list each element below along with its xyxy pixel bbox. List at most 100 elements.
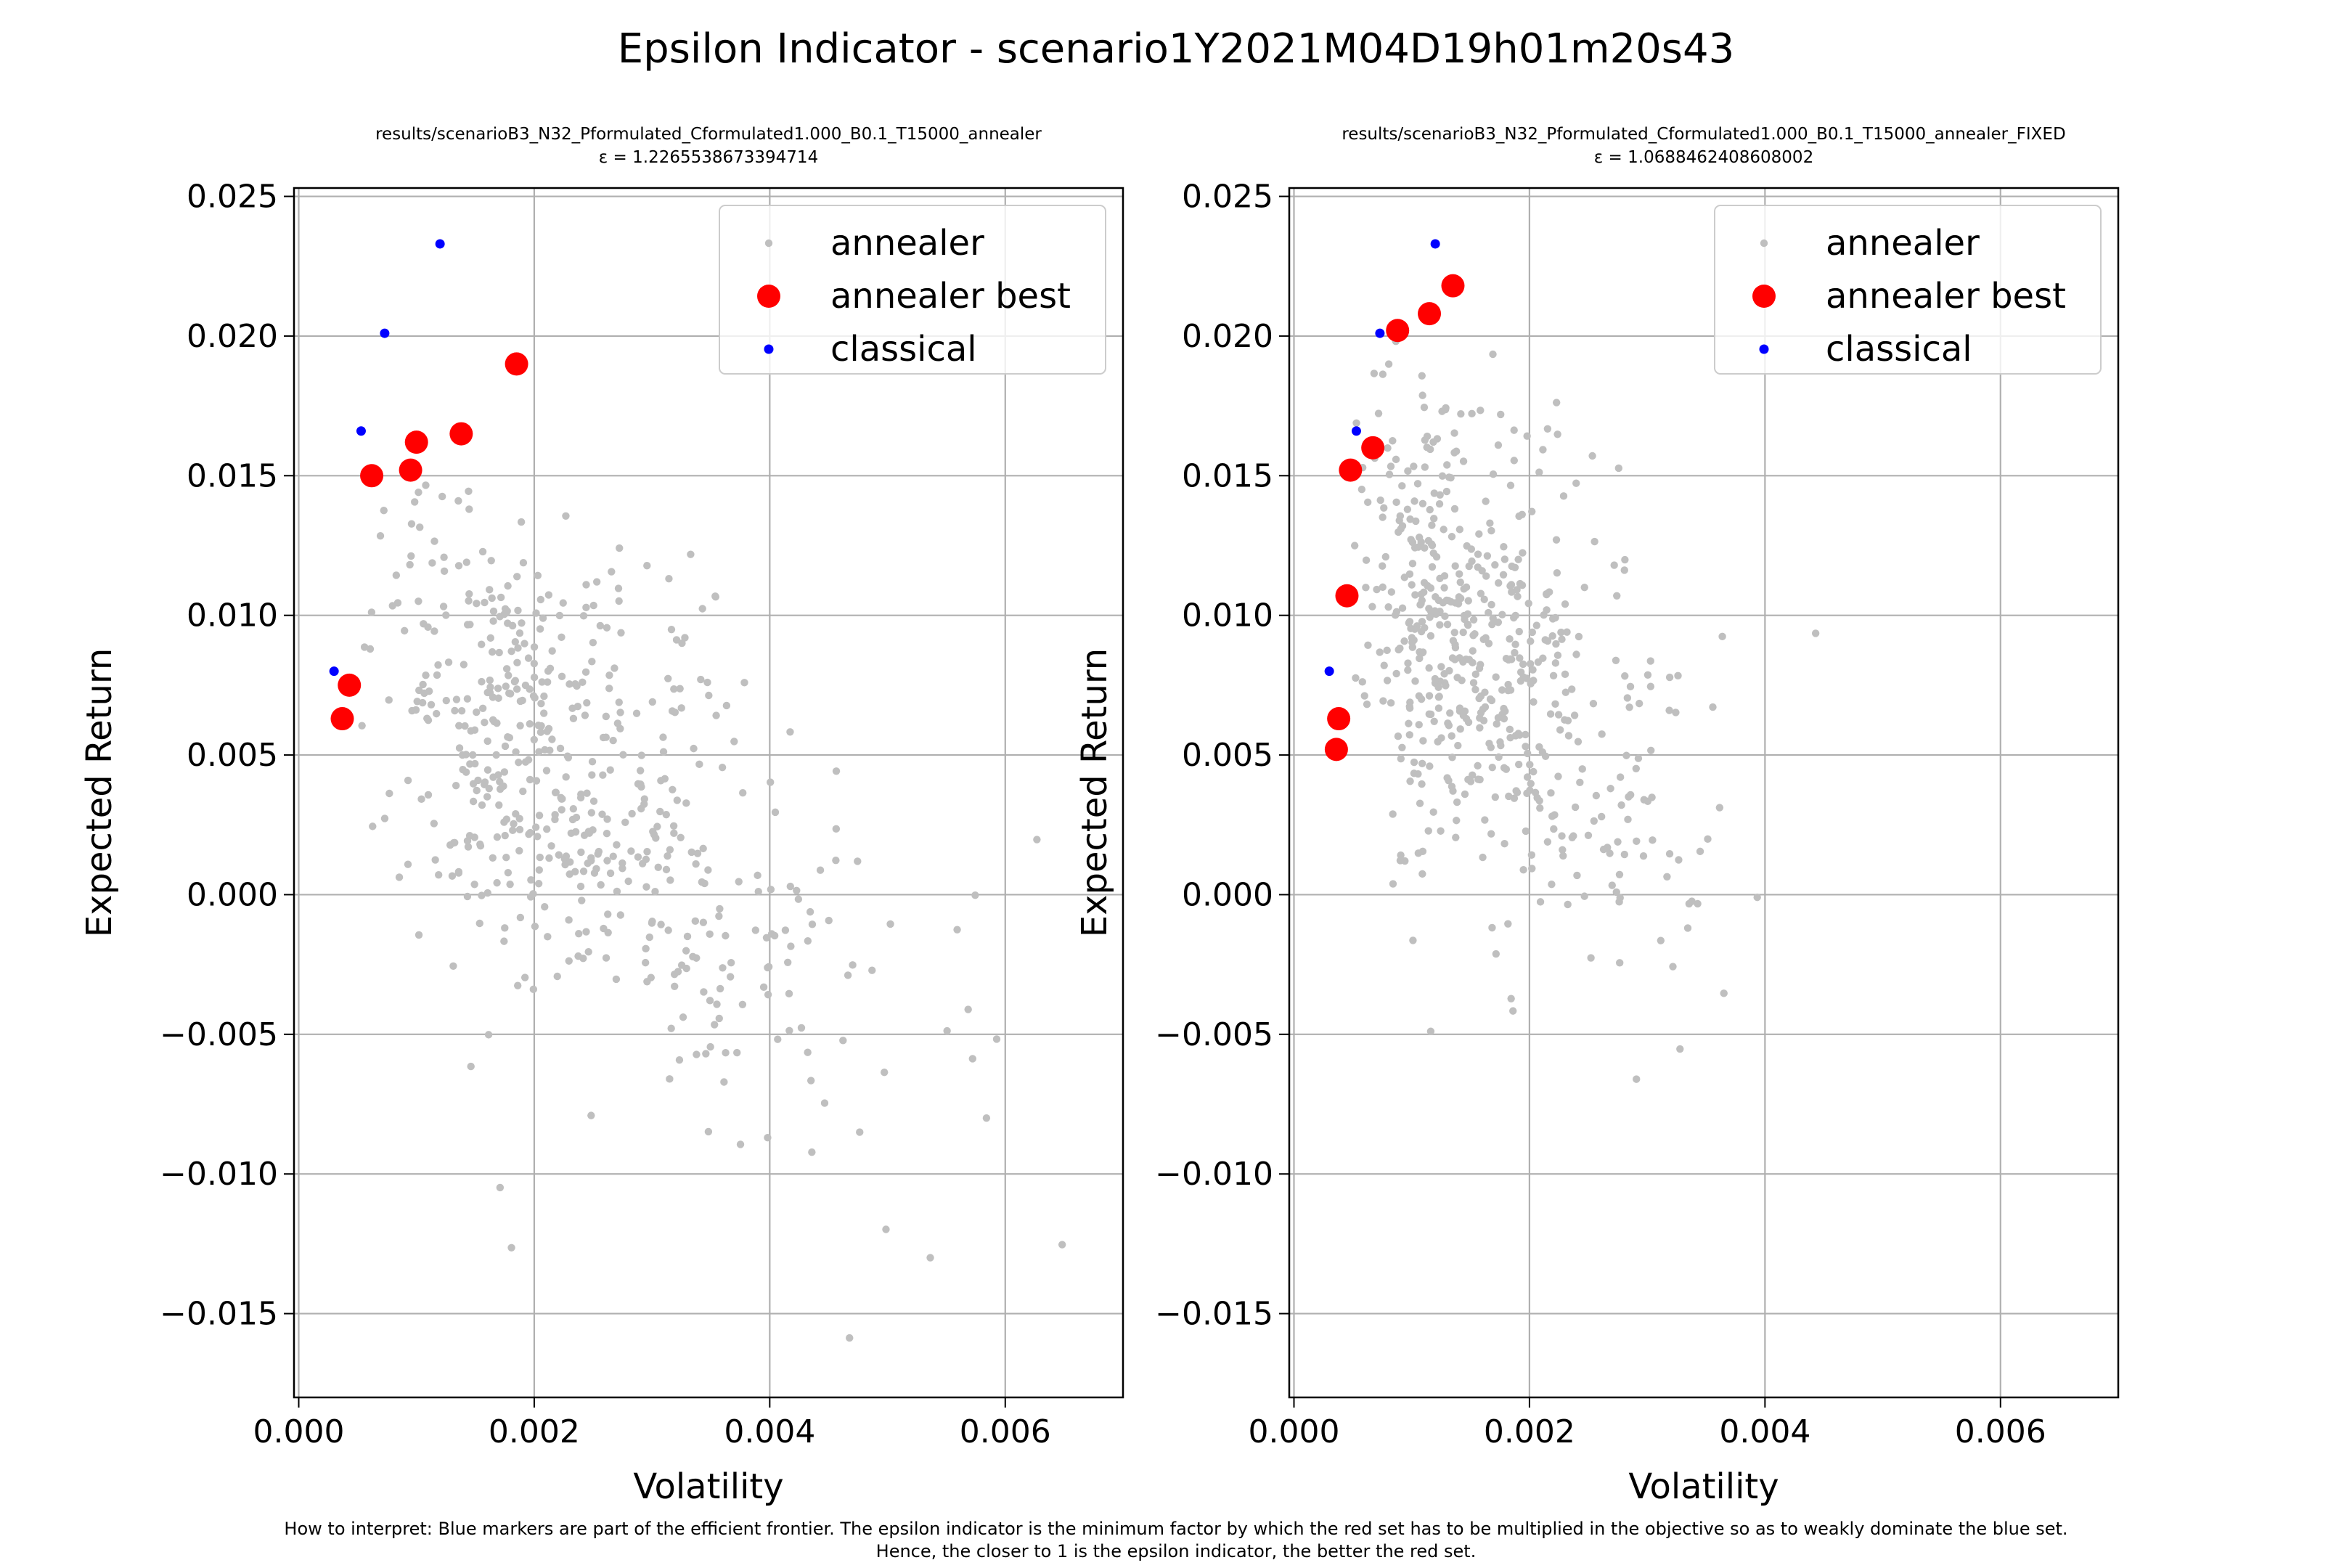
annealer-point [1634, 754, 1643, 762]
annealer-point [1683, 924, 1692, 932]
annealer-point [666, 876, 674, 884]
annealer-point [502, 853, 510, 862]
annealer-point [992, 1035, 1001, 1043]
annealer-point [1506, 733, 1514, 742]
annealer-point [656, 807, 664, 816]
annealer-point [1597, 812, 1606, 821]
annealer-point [1431, 674, 1440, 683]
annealer-point [1442, 682, 1450, 690]
annealer-point [1456, 725, 1464, 733]
annealer-point [1418, 372, 1426, 380]
annealer-point [1414, 769, 1422, 778]
annealer-point [715, 1014, 723, 1023]
annealer-point [541, 746, 549, 754]
annealer-point [1563, 628, 1571, 636]
annealer-point [476, 842, 485, 850]
annealer-point [1639, 852, 1648, 860]
annealer-point [1368, 603, 1376, 611]
annealer-point [415, 597, 422, 605]
annealer-point [1469, 679, 1478, 687]
annealer-point [529, 985, 538, 994]
annealer-point [526, 685, 534, 693]
annealer-point [1613, 592, 1621, 600]
annealer-point [1477, 661, 1485, 669]
annealer-point [1498, 686, 1506, 694]
annealer-point [1621, 555, 1629, 564]
annealer-point [411, 498, 419, 506]
annealer-point [520, 973, 529, 981]
annealer-point [385, 789, 393, 798]
annealer-point [1474, 775, 1482, 783]
legend-label: classical [1826, 329, 1972, 369]
annealer-point [530, 643, 539, 651]
annealer-point [881, 1068, 889, 1077]
x-tick-label: 0.006 [1955, 1413, 2046, 1450]
annealer-point [1622, 751, 1630, 759]
annealer-point [1535, 743, 1543, 751]
annealer-point [785, 1026, 793, 1034]
annealer-point [1539, 446, 1547, 454]
annealer-point [503, 607, 511, 616]
annealer-point [535, 866, 544, 874]
annealer-point [1551, 811, 1559, 819]
annealer-point [1445, 777, 1453, 785]
annealer-point [547, 842, 555, 850]
annealer-point [1487, 600, 1495, 609]
annealer-point [720, 1078, 728, 1086]
annealer-point [562, 773, 570, 781]
annealer-point [581, 668, 590, 677]
annealer-point [1568, 685, 1576, 693]
annealer-point [526, 775, 534, 784]
annealer-point [764, 1133, 772, 1142]
annealer-point [501, 742, 510, 751]
annealer-point [654, 863, 662, 872]
annealer-point [514, 644, 522, 652]
annealer-point [1454, 741, 1462, 750]
annealer-point [1477, 589, 1485, 597]
annealer-point [534, 880, 543, 888]
annealer-point [1523, 773, 1532, 781]
annealer-point [1405, 731, 1413, 739]
annealer-point [526, 720, 534, 728]
annealer-point [589, 638, 597, 647]
annealer-point [1429, 549, 1437, 558]
annealer-point [1573, 871, 1581, 880]
annealer-point [711, 1021, 719, 1029]
annealer-point [1633, 1075, 1641, 1083]
annealer-point [1615, 959, 1624, 967]
annealer-point [1421, 624, 1429, 632]
annealer-best-point [360, 464, 384, 488]
annealer-point [700, 988, 708, 996]
annealer-point [730, 738, 738, 746]
annealer-point [462, 751, 470, 759]
annealer-point [1418, 596, 1426, 605]
annealer-point [794, 895, 803, 903]
annealer-point [588, 658, 596, 666]
annealer-point [579, 678, 587, 687]
annealer-point [481, 598, 489, 607]
annealer-point [1498, 611, 1506, 618]
annealer-point [499, 782, 507, 791]
annealer-point [580, 831, 589, 839]
annealer-point [1643, 671, 1652, 679]
annealer-point [1476, 724, 1484, 732]
annealer-point [603, 815, 611, 823]
annealer-point [1504, 920, 1512, 928]
annealer-point [1363, 700, 1371, 709]
annealer-point [1468, 557, 1476, 565]
annealer-point [1530, 698, 1538, 706]
annealer-point [1417, 590, 1426, 598]
annealer-point [1416, 799, 1424, 807]
annealer-point [1410, 625, 1419, 633]
y-tick-label: 0.010 [1182, 597, 1273, 634]
annealer-point [771, 808, 780, 817]
annealer-point [404, 776, 412, 785]
annealer-point [1529, 666, 1537, 674]
annealer-point [540, 692, 548, 701]
annealer-point [424, 791, 433, 799]
annealer-point [527, 875, 535, 884]
annealer-point [612, 975, 621, 984]
annealer-point [712, 711, 720, 719]
annealer-point [433, 671, 441, 679]
